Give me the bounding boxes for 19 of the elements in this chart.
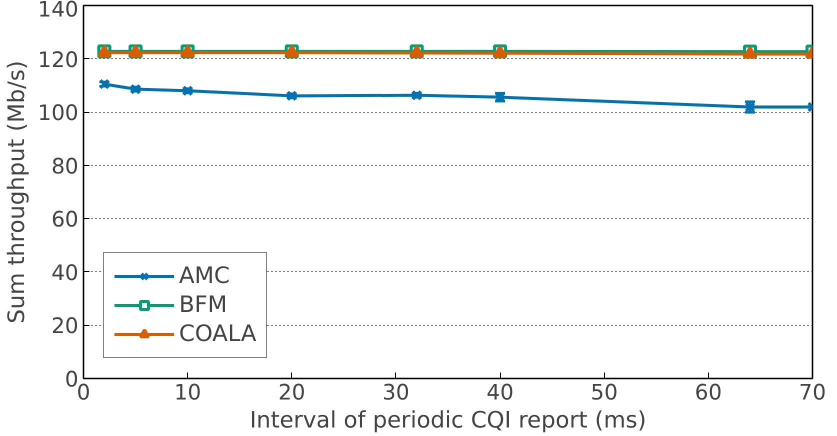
y-tick-label: 40 — [51, 260, 78, 286]
x-tick-label: 30 — [382, 380, 410, 406]
x-axis-title: Interval of periodic CQI report (ms) — [250, 408, 646, 434]
y-tick-label: 120 — [38, 48, 79, 73]
y-axis-title: Sum throughput (Mb/s) — [4, 60, 30, 324]
legend-label: BFM — [179, 292, 228, 318]
y-tick-label: 80 — [51, 154, 78, 180]
x-tick-label: 10 — [174, 380, 202, 406]
y-tick-label: 100 — [38, 101, 79, 126]
legend-label: AMC — [179, 263, 230, 289]
x-tick-label: 20 — [278, 380, 306, 406]
x-tick-label: 40 — [486, 380, 514, 406]
x-tick-label: 60 — [694, 380, 722, 406]
x-tick-label: 70 — [798, 380, 826, 406]
y-tick-label: 60 — [51, 208, 78, 233]
y-tick-label: 20 — [51, 314, 78, 340]
legend-label: COALA — [179, 321, 256, 347]
y-tick-label: 140 — [38, 0, 79, 22]
x-tick-label: 50 — [590, 380, 618, 406]
